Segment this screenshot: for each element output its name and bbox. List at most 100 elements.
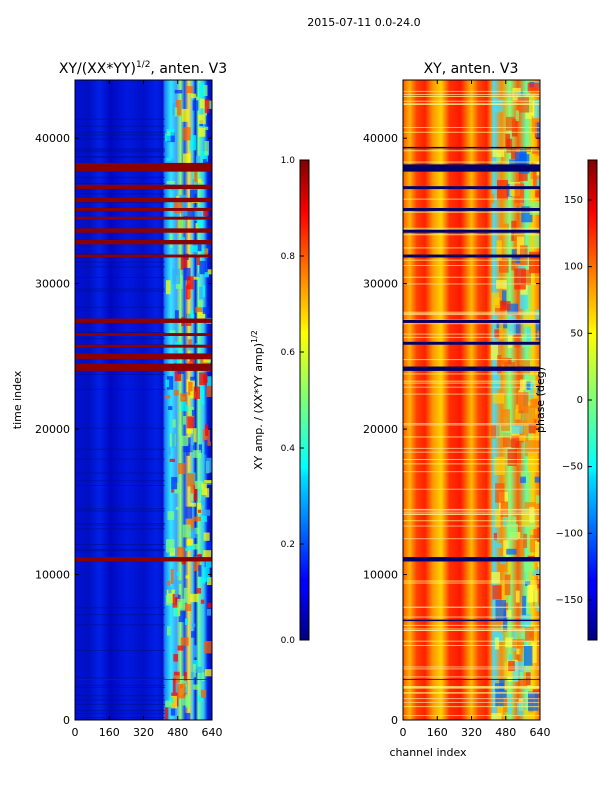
phase-cell [532,629,537,646]
phase-streak [403,686,540,688]
amplitude-cell [204,480,212,484]
amplitude-cell [175,506,180,510]
phase-cell [518,365,524,388]
phase-streak [403,311,540,313]
phase-dark-band [403,229,540,233]
phase-cell [494,456,505,475]
phase-streak [403,616,540,618]
amplitude-cell [188,528,197,539]
amplitude-cell [196,254,200,266]
amplitude-cell [173,654,178,662]
phase-streak [403,624,540,626]
phase-cell [490,424,497,439]
amplitude-cell [188,381,193,396]
phase-streak [403,509,540,511]
amplitude-cell [165,594,172,606]
phase-cell [514,629,526,640]
colorbar-tick-label: 0.8 [281,252,296,262]
phase-dark-band [403,341,540,345]
phase-streak [403,100,540,102]
phase-cell [527,584,538,602]
amplitude-cell [189,593,199,603]
amplitude-cell [194,527,200,535]
amplitude-cell [193,660,200,670]
amplitude-cell [190,245,198,253]
phase-cell [518,678,528,688]
phase-cell [516,648,522,655]
amplitude-cell [190,276,198,280]
phase-cell [529,200,541,215]
amplitude-cell [183,153,191,169]
amplitude-streak [75,149,165,151]
phase-cell [490,343,498,360]
amplitude-cell [180,257,188,270]
phase-streak [403,382,540,384]
phase-cell [503,510,507,527]
colorbar-tick-label: −100 [556,528,583,539]
amplitude-streak [75,523,165,524]
phase-cell [494,368,501,390]
phase-cell [505,116,515,131]
phase-streak [403,676,540,678]
amplitude-heatmap-base [75,80,212,721]
y-tick-label: 30000 [363,278,398,291]
amplitude-streak [75,607,165,609]
phase-cell [528,419,537,434]
phase-streak [403,668,540,670]
amplitude-cell [198,114,206,125]
phase-cell [524,645,533,666]
amplitude-cell [166,626,171,636]
amplitude-streak [75,131,165,133]
amplitude-cell [194,207,202,222]
amplitude-cell [177,645,184,651]
y-tick-label: 10000 [363,569,398,582]
phase-cell [515,590,520,603]
amplitude-streak [75,156,165,158]
phase-cell [519,290,528,309]
amplitude-streak [75,550,165,552]
phase-cell [515,434,526,441]
amplitude-saturated-band [75,208,212,211]
phase-cell [524,502,536,509]
amplitude-cell [204,669,213,677]
phase-cell [537,131,541,152]
amplitude-cell [197,509,202,513]
phase-streak [403,686,540,687]
amplitude-cell [185,548,189,552]
phase-dark-band [403,557,540,562]
phase-cell [529,251,541,274]
amplitude-cell [192,516,202,522]
amplitude-cell [191,409,195,416]
phase-streak [403,640,540,642]
phase-cell [504,574,511,596]
phase-cell [507,331,513,349]
phase-streak [403,131,540,133]
amplitude-streak [75,472,165,474]
x-tick-label: 160 [99,726,120,739]
amplitude-cell [177,598,186,611]
amplitude-cell [195,155,201,168]
phase-cell [515,409,521,420]
amplitude-cell [183,267,191,281]
amplitude-cell [191,489,194,501]
colorbar-tick-label: 0.0 [281,636,296,646]
amplitude-cell [193,428,197,443]
amplitude-cell [183,604,192,612]
amplitude-cell [198,565,202,577]
phase-cell [511,258,516,271]
amplitude-streak [75,695,165,697]
phase-cell [491,713,502,721]
amplitude-cell [189,135,197,151]
phase-dark-bands [403,146,540,681]
x-tick-label: 480 [167,726,188,739]
amplitude-cell [206,376,213,386]
amplitude-streak [75,344,165,346]
amplitude-streak [75,427,165,429]
amplitude-cell [202,307,210,314]
phase-cell [491,618,501,629]
y-tick-label: 0 [391,714,398,727]
amplitude-cell [178,463,186,475]
phase-cell [535,430,541,441]
amplitude-cell [176,572,180,576]
amplitude-cell [180,393,187,402]
